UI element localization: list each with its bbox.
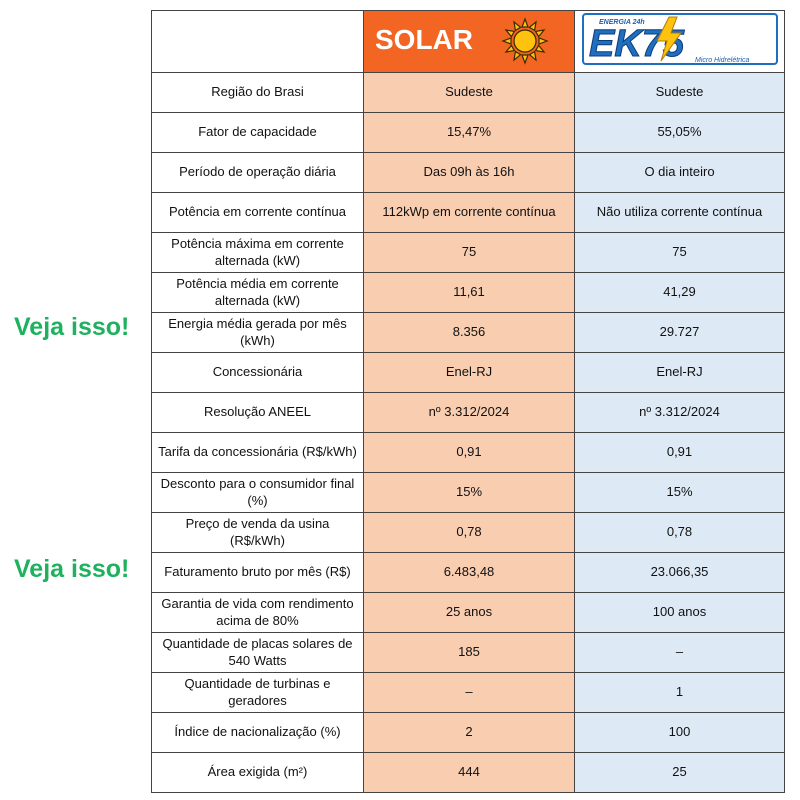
- note: Veja isso!: [14, 313, 130, 341]
- cell: Não utiliza corrente contínua: [574, 191, 785, 233]
- cell: O dia inteiro: [574, 151, 785, 193]
- row-label: Quantidade de turbinas e geradores: [151, 671, 364, 713]
- sun-ray: [527, 50, 537, 62]
- cell: 75: [363, 231, 575, 273]
- table-row: Área exigida (m²) 444 25: [151, 751, 785, 793]
- cell: 29.727: [574, 311, 785, 353]
- cell: 185: [363, 631, 575, 673]
- table-row: Tarifa da concessionária (R$/kWh) 0,91 0,9…: [151, 431, 785, 473]
- table-row: Índice de nacionalização (%) 2 100: [151, 711, 785, 753]
- row-label: Área exigida (m²): [151, 751, 364, 793]
- row-label: Garantia de vida com rendimento acima de…: [151, 591, 364, 633]
- cell: Sudeste: [363, 71, 575, 113]
- ek-sub: Micro Hidrelétrica: [695, 57, 750, 64]
- empty-cell: [151, 10, 364, 73]
- sun-ray: [503, 44, 515, 53]
- cell: 23.066,35: [574, 551, 785, 593]
- cell: 1: [574, 671, 785, 713]
- table-row: Faturamento bruto por mês (R$) 6.483,48 23…: [151, 551, 785, 593]
- table-row: Concessionária Enel-RJ Enel-RJ: [151, 351, 785, 393]
- table-row: Garantia de vida com rendimento acima de…: [151, 591, 785, 633]
- sun-ray: [534, 29, 546, 38]
- table-row: Resolução ANEEL nº 3.312/2024 nº 3.312/202…: [151, 391, 785, 433]
- cell: 444: [363, 751, 575, 793]
- comparison-table: SOLAR ENERGIA 24h EK75 Micro Hidrelétric…: [151, 10, 785, 793]
- header-row: SOLAR ENERGIA 24h EK75 Micro Hidrelétric…: [151, 10, 785, 73]
- cell: 100: [574, 711, 785, 753]
- table-row: Fator de capacidade 15,47% 55,05%: [151, 111, 785, 153]
- sun-ray: [527, 20, 537, 32]
- row-label: Período de operação diária: [151, 151, 364, 193]
- table-row: Potência média em corrente alternada (kW…: [151, 271, 785, 313]
- cell: Enel-RJ: [574, 351, 785, 393]
- cell: Enel-RJ: [363, 351, 575, 393]
- cell: 100 anos: [574, 591, 785, 633]
- solar-logo: SOLAR: [375, 17, 549, 65]
- cell: –: [363, 671, 575, 713]
- cell: nº 3.312/2024: [574, 391, 785, 433]
- sun-ray: [500, 37, 512, 45]
- row-label: Faturamento bruto por mês (R$): [151, 551, 364, 593]
- table-row: Potência máxima em corrente alternada (k…: [151, 231, 785, 273]
- row-label: Região do Brasi: [151, 71, 364, 113]
- cell: 2: [363, 711, 575, 753]
- cell: 11,61: [363, 271, 575, 313]
- row-label: Preço de venda da usina (R$/kWh): [151, 511, 364, 553]
- cell: 112kWp em corrente contínua: [363, 191, 575, 233]
- note: Veja isso!: [14, 555, 130, 583]
- table-row: Quantidade de placas solares de 540 Watt…: [151, 631, 785, 673]
- cell: –: [574, 631, 785, 673]
- table-row: Preço de venda da usina (R$/kWh) 0,78 0,78: [151, 511, 785, 553]
- cell: 55,05%: [574, 111, 785, 153]
- table-row: Período de operação diária Das 09h às 16h…: [151, 151, 785, 193]
- row-label: Energia média gerada por mês (kWh): [151, 311, 364, 353]
- table-row: Região do Brasi Sudeste Sudeste: [151, 71, 785, 113]
- solar-header: SOLAR: [363, 10, 575, 73]
- cell: 15,47%: [363, 111, 575, 153]
- sun-ray: [503, 29, 515, 38]
- ek-header: ENERGIA 24h EK75 Micro Hidrelétrica: [574, 10, 785, 73]
- cell: 6.483,48: [363, 551, 575, 593]
- table-row: Desconto para o consumidor final (%) 15% 1…: [151, 471, 785, 513]
- sun-ray: [520, 17, 529, 28]
- cell: nº 3.312/2024: [363, 391, 575, 433]
- cell: 25: [574, 751, 785, 793]
- cell: 75: [574, 231, 785, 273]
- cell: 41,29: [574, 271, 785, 313]
- cell: 15%: [363, 471, 575, 513]
- cell: 0,78: [363, 511, 575, 553]
- ek-tag: ENERGIA 24h: [599, 19, 645, 26]
- sun-ray: [534, 44, 546, 53]
- cell: Das 09h às 16h: [363, 151, 575, 193]
- cell: 8.356: [363, 311, 575, 353]
- solar-title: SOLAR: [375, 24, 473, 55]
- sun-ray: [512, 50, 522, 62]
- row-label: Fator de capacidade: [151, 111, 364, 153]
- row-label: Concessionária: [151, 351, 364, 393]
- row-label: Potência em corrente contínua: [151, 191, 364, 233]
- row-label: Resolução ANEEL: [151, 391, 364, 433]
- sun-ray: [537, 37, 549, 45]
- sun-ray: [520, 54, 529, 65]
- row-label: Tarifa da concessionária (R$/kWh): [151, 431, 364, 473]
- table-row: Quantidade de turbinas e geradores –1: [151, 671, 785, 713]
- ek-logo: ENERGIA 24h EK75 Micro Hidrelétrica: [582, 13, 778, 66]
- row-label: Potência máxima em corrente alternada (k…: [151, 231, 364, 273]
- cell: 0,91: [363, 431, 575, 473]
- cell: 25 anos: [363, 591, 575, 633]
- table-row: Energia média gerada por mês (kWh) 8.356 2…: [151, 311, 785, 353]
- table-row: Potência em corrente contínua 112kWp em c…: [151, 191, 785, 233]
- row-label: Potência média em corrente alternada (kW…: [151, 271, 364, 313]
- row-label: Índice de nacionalização (%): [151, 711, 364, 753]
- sun-ray: [512, 20, 522, 32]
- row-label: Quantidade de placas solares de 540 Watt…: [151, 631, 364, 673]
- cell: 0,91: [574, 431, 785, 473]
- cell: Sudeste: [574, 71, 785, 113]
- row-label: Desconto para o consumidor final (%): [151, 471, 364, 513]
- cell: 15%: [574, 471, 785, 513]
- cell: 0,78: [574, 511, 785, 553]
